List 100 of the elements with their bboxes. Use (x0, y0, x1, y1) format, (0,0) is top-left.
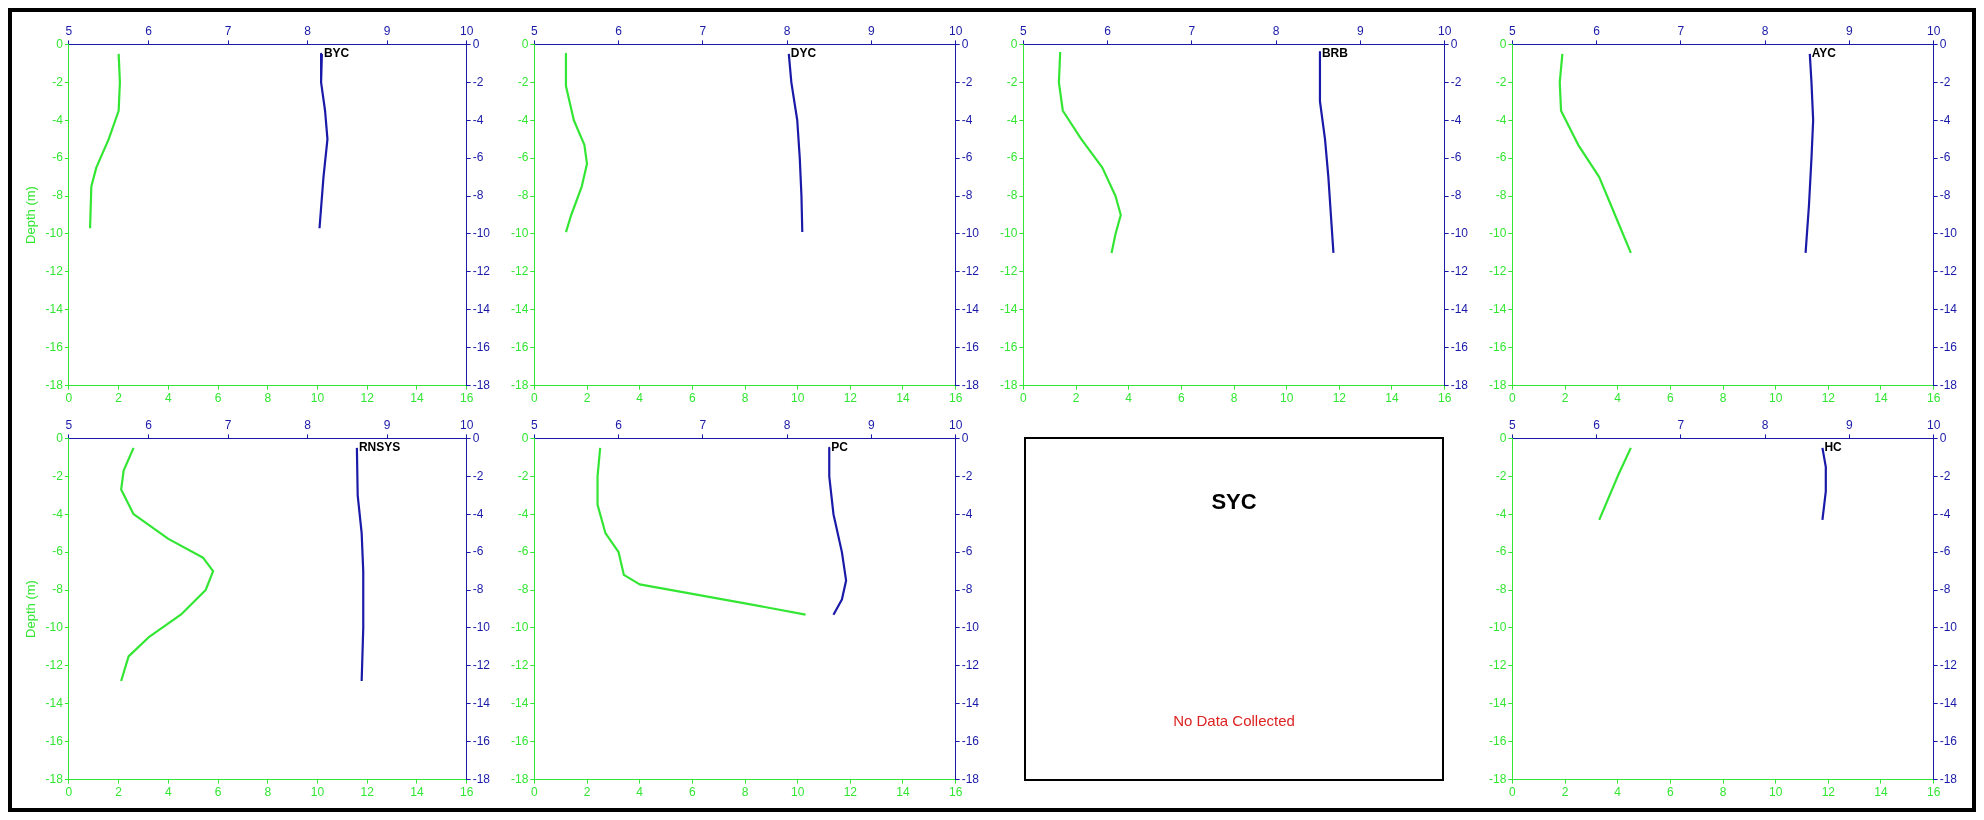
y2-tick-label: -6 (1939, 544, 1951, 559)
y2-tick-label: -14 (472, 696, 491, 711)
y-tick-label: 0 (56, 36, 64, 51)
x-tick-label: 12 (1821, 391, 1836, 406)
y-tick-label: -18 (1489, 377, 1507, 392)
x2-tick-label: 8 (1272, 23, 1280, 38)
y2-tick-label: -6 (961, 150, 973, 165)
x-tick-label: 2 (1072, 391, 1080, 406)
y-tick-label: -18 (45, 771, 64, 786)
y2-tick-label: 0 (472, 430, 480, 445)
y2-tick-label: -2 (961, 74, 973, 89)
y2-tick-label: -2 (1450, 74, 1462, 89)
y2-tick-label: -6 (472, 544, 484, 559)
x2-tick-label: 8 (1761, 23, 1769, 38)
x2-tick-label: 6 (145, 23, 153, 38)
y-tick-label: -16 (45, 734, 64, 748)
x-tick-label: 8 (264, 785, 272, 800)
x2-tick-label: 10 (1926, 23, 1941, 38)
x-tick-label: 10 (1768, 785, 1783, 800)
y2-tick-label: -16 (1939, 340, 1958, 354)
y2-tick-label: -6 (472, 150, 484, 165)
x2-tick-label: 5 (65, 23, 73, 38)
x2-tick-label: 9 (1846, 23, 1854, 38)
y2-tick-label: -18 (472, 771, 491, 786)
y-tick-label: -12 (1000, 264, 1018, 279)
x-tick-label: 6 (688, 785, 696, 800)
y2-tick-label: -10 (1939, 226, 1958, 241)
x2-tick-label: 10 (948, 23, 963, 38)
y-tick-label: -14 (45, 696, 64, 711)
x2-tick-label: 5 (1020, 23, 1027, 38)
y-tick-label: -10 (1489, 226, 1507, 241)
x-tick-label: 16 (1926, 785, 1941, 800)
x2-tick-label: 9 (868, 417, 876, 432)
x2-tick-label: 10 (948, 417, 963, 432)
y2-tick-label: -4 (472, 112, 484, 127)
y-axis-title: Depth (m) (23, 186, 39, 244)
chart-title: BYC (323, 45, 350, 60)
x-tick-label: 14 (1874, 785, 1888, 800)
y2-tick-label: -16 (961, 340, 980, 354)
y2-tick-label: -14 (1939, 696, 1958, 711)
x-tick-label: 6 (1177, 391, 1185, 406)
x-tick-label: 6 (1666, 785, 1674, 800)
x2-tick-label: 10 (1437, 23, 1452, 38)
x-tick-label: 8 (1719, 785, 1727, 800)
x2-tick-label: 6 (1593, 417, 1601, 432)
x-tick-label: 16 (948, 785, 963, 800)
y-tick-label: -18 (511, 377, 529, 392)
x2-tick-label: 7 (1188, 23, 1196, 38)
y2-tick-label: -12 (472, 658, 491, 673)
y-tick-label: -6 (517, 150, 529, 165)
y-tick-label: -16 (511, 734, 529, 748)
y2-tick-label: -18 (1939, 377, 1958, 392)
y-axis-title: Depth (m) (23, 580, 39, 638)
text: SYC (1210, 489, 1258, 515)
y2-tick-label: -8 (1939, 188, 1951, 203)
x-tick-label: 14 (1385, 391, 1399, 406)
y-tick-label: -6 (517, 544, 529, 559)
x2-tick-label: 10 (459, 417, 474, 432)
x2-tick-label: 9 (383, 23, 391, 38)
x2-tick-label: 5 (531, 23, 538, 38)
y2-tick-label: 0 (1939, 430, 1947, 445)
x-tick-label: 10 (310, 785, 325, 800)
y-tick-label: -8 (1006, 188, 1018, 203)
y2-tick-label: -6 (1939, 150, 1951, 165)
x2-tick-label: 9 (383, 417, 391, 432)
x2-tick-label: 7 (699, 23, 707, 38)
y2-tick-label: -16 (1450, 340, 1469, 354)
y2-tick-label: -10 (1450, 226, 1469, 241)
y-tick-label: -14 (45, 302, 64, 317)
y-tick-label: -18 (45, 377, 64, 392)
y2-tick-label: 0 (1450, 36, 1458, 51)
y2-tick-label: -18 (961, 377, 980, 392)
x-tick-label: 16 (459, 785, 474, 800)
y-tick-label: -4 (52, 112, 64, 127)
x-tick-label: 10 (790, 391, 805, 406)
y-tick-label: -16 (45, 340, 64, 354)
y2-tick-label: -2 (472, 468, 484, 483)
y2-tick-label: -10 (961, 226, 980, 241)
y2-tick-label: -4 (472, 506, 484, 521)
x-tick-label: 8 (1230, 391, 1238, 406)
x2-tick-label: 10 (459, 23, 474, 38)
y2-tick-label: -2 (1939, 74, 1951, 89)
y-tick-label: -16 (1000, 340, 1018, 354)
y2-tick-label: -8 (1939, 582, 1951, 597)
chart-title: RNSYS (358, 439, 401, 454)
x-tick-label: 14 (410, 785, 424, 800)
x-tick-label: 8 (741, 391, 749, 406)
x-tick-label: 8 (264, 391, 272, 406)
x2-tick-label: 5 (65, 417, 73, 432)
y2-tick-label: -4 (1450, 112, 1462, 127)
x-tick-label: 2 (583, 785, 591, 800)
x-tick-label: 16 (1437, 391, 1452, 406)
y-tick-label: -10 (511, 226, 529, 241)
x-tick-label: 6 (688, 391, 696, 406)
x-tick-label: 4 (165, 391, 173, 406)
y-tick-label: 0 (1010, 36, 1018, 51)
y-tick-label: 0 (521, 36, 529, 51)
x2-tick-label: 7 (224, 417, 232, 432)
y-tick-label: -12 (1489, 658, 1507, 673)
x2-tick-label: 5 (1509, 23, 1516, 38)
